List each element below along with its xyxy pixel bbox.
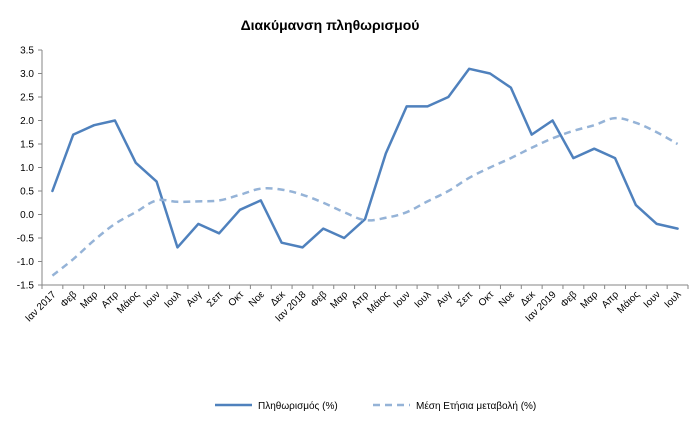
y-tick-label: -1.0 <box>17 257 35 268</box>
y-tick-label: 3.0 <box>20 69 34 80</box>
y-tick-label: 2.5 <box>20 93 34 104</box>
y-tick-label: 0.5 <box>20 187 34 198</box>
y-tick-label: -1.5 <box>17 281 35 292</box>
y-tick-label: 2.0 <box>20 116 34 127</box>
y-tick-label: 3.5 <box>20 46 34 57</box>
legend-label: Μέση Ετήσια μεταβολή (%) <box>416 400 536 412</box>
legend: Πληθωρισμός (%) Μέση Ετήσια μεταβολή (%) <box>215 400 536 412</box>
y-tick-label: 1.5 <box>20 140 34 151</box>
y-tick-label: 0.0 <box>20 210 34 221</box>
legend-label: Πληθωρισμός (%) <box>258 400 338 412</box>
chart-title: Διακύμανση πληθωρισμού <box>241 17 420 33</box>
series-layer <box>51 67 679 277</box>
y-tick-label: 1.0 <box>20 163 34 174</box>
y-tick-label: -0.5 <box>17 234 35 245</box>
